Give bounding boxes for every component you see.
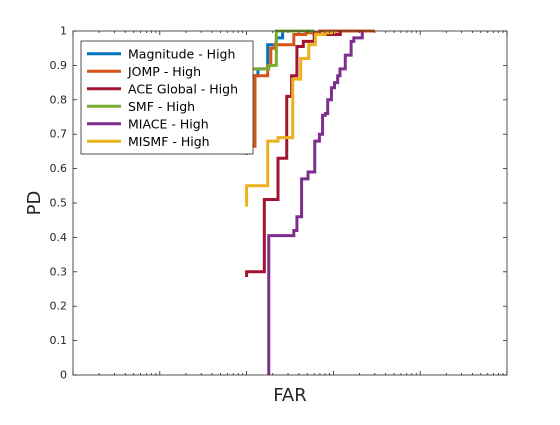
legend-label-5: MISMF - High (128, 134, 210, 149)
legend-label-4: MIACE - High (128, 116, 209, 131)
series-line-1 (245, 29, 375, 155)
legend-label-0: Magnitude - High (128, 46, 235, 61)
legend: Magnitude - High JOMP - High ACE Global - … (80, 40, 254, 155)
y-tick-label: 0 (60, 369, 67, 382)
y-tick-label: 1 (60, 25, 67, 38)
y-axis-label: PD (24, 191, 45, 216)
y-tick-label: 0.9 (50, 59, 68, 72)
x-axis-label: FAR (273, 385, 307, 406)
y-tick-label: 0.3 (50, 265, 68, 278)
axes-layer: 0 0.1 0.2 0.3 0.4 0.5 0.6 0.7 0.8 0.9 1 (50, 25, 508, 382)
y-tick-label: 0.1 (50, 334, 68, 347)
y-tick-label: 0.6 (50, 162, 68, 175)
legend-label-1: JOMP - High (127, 64, 201, 79)
series-line-5 (245, 31, 335, 207)
y-tick-label: 0.5 (50, 197, 68, 210)
y-tick-label: 0.7 (50, 128, 68, 141)
y-tick-label: 0.2 (50, 300, 68, 313)
legend-label-2: ACE Global - High (128, 81, 238, 96)
series-line-4 (267, 31, 364, 375)
legend-box (80, 40, 254, 155)
legend-label-3: SMF - High (128, 99, 195, 114)
y-tick-label: 0.4 (50, 231, 68, 244)
y-tick-label: 0.8 (50, 93, 68, 106)
